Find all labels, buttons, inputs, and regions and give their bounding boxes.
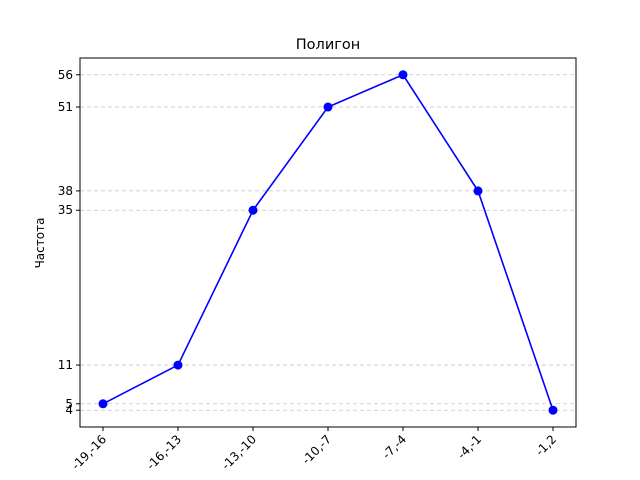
data-point	[248, 205, 258, 215]
x-tick-label: -1,2	[533, 432, 559, 458]
data-point	[173, 360, 183, 370]
y-axis: 45 11 35 38 51 56	[58, 68, 80, 417]
data-point	[548, 405, 558, 415]
data-point	[323, 102, 333, 112]
x-tick-label: -4,-1	[455, 432, 485, 462]
x-tick-label: -16,-13	[144, 432, 184, 472]
y-tick-label: 35	[58, 203, 73, 217]
chart-title: Полигон	[296, 37, 360, 53]
y-tick-label: 51	[58, 100, 73, 114]
y-grid	[80, 74, 576, 411]
data-point	[398, 70, 408, 80]
y-tick-label: 56	[58, 68, 73, 82]
x-tick-label: -13,-10	[219, 432, 259, 472]
plot-frame	[79, 57, 577, 428]
y-tick-label: 4	[65, 403, 73, 417]
y-tick-label: 11	[58, 358, 73, 372]
y-tick-label: 5	[65, 397, 73, 411]
series-line	[102, 73, 554, 411]
x-tick-label: -10,-7	[299, 432, 334, 467]
data-point	[473, 186, 483, 196]
x-tick-label: -19,-16	[69, 432, 109, 472]
y-axis-label: Частота	[33, 218, 47, 269]
x-tick-label: -7,-4	[380, 432, 410, 462]
series-frequency	[98, 70, 558, 415]
data-point	[98, 399, 108, 409]
y-tick-label: 38	[58, 184, 73, 198]
x-axis: -19,-16 -16,-13 -13,-10 -10,-7 -7,-4 -4,-1 -1,…	[69, 427, 559, 473]
